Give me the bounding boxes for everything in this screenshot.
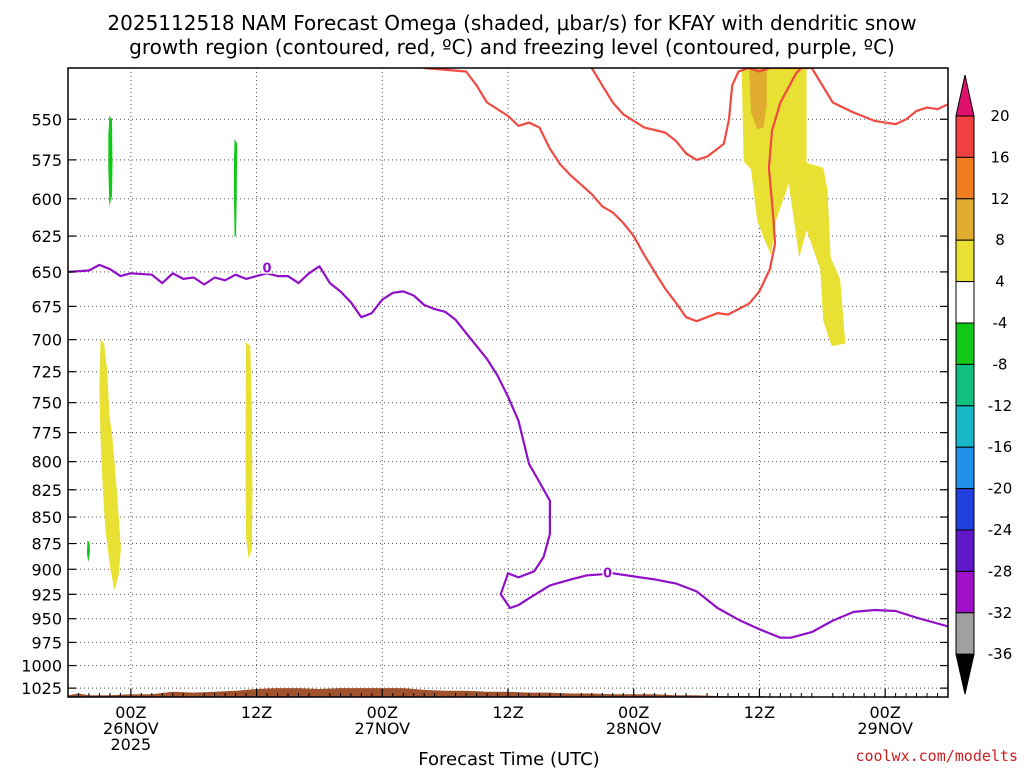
chart-title-line2: growth region (contoured, red, ºC) and f… [129,35,895,59]
contour-label-background [262,260,273,274]
y-tick-label: 950 [31,610,62,629]
plot-area: 00 5505756006256506757007257507758008258… [21,67,949,754]
y-tick-label: 1000 [21,657,62,676]
y-tick-label: 725 [31,363,62,382]
omega-shade-region [99,339,121,591]
colorbar-swatch [955,239,975,283]
contour-line [590,68,948,161]
y-tick-label: 850 [31,508,62,527]
colorbar-label: -28 [988,562,1013,580]
y-tick-label: 1025 [21,679,62,698]
contour-label: 0 [263,262,272,277]
y-tick-label: 775 [31,424,62,443]
y-axis-ticks: 550 575 600 625 650 675 700 725 750 775 800 825 850 8… [21,110,948,698]
y-tick-label: 825 [31,481,62,500]
y-tick-label: 750 [31,394,62,413]
y-tick-label: 975 [31,633,62,652]
colorbar-label: -36 [988,645,1013,663]
y-tick-label: 925 [31,585,62,604]
x-axis-label: Forecast Time (UTC) [418,749,599,768]
colorbar-swatch [955,156,975,200]
colorbar-label: 12 [990,190,1009,208]
colorbar-label: 16 [990,148,1009,166]
omega-shade-region [108,115,113,207]
omega-shading [86,68,846,591]
colorbar-min-arrow [955,653,975,695]
colorbar-swatch [955,281,975,324]
colorbar-swatch [955,612,975,655]
omega-shade-region [234,139,238,238]
y-tick-label: 550 [31,110,62,129]
colorbar-label: 4 [995,273,1005,291]
contour-line [424,68,803,323]
colorbar-label: -20 [988,480,1013,498]
contour-lines: 00 [68,68,948,639]
plot-background [68,68,948,697]
colorbar-label: -16 [988,438,1013,456]
colorbar-max-arrow [955,74,975,117]
y-tick-label: 875 [31,535,62,554]
colorbar-label: 20 [990,107,1009,125]
omega-shade-region [245,342,253,560]
site-credit: coolwx.com/modelts [855,747,1018,765]
x-tick-label: 00Z [115,703,146,722]
colorbar-swatch [955,322,975,365]
y-tick-label: 650 [31,263,62,282]
colorbar-swatch [955,529,975,572]
colorbar-swatch [955,115,975,158]
x-tick-label: 00Z [869,703,900,722]
colorbar-label: -24 [988,521,1013,539]
y-tick-label: 575 [31,151,62,170]
y-tick-label: 600 [31,190,62,209]
colorbar-swatch [955,488,975,531]
colorbar-swatch [955,405,975,448]
colorbar-swatch [955,198,975,241]
x-tick-label: 2025 [110,735,151,754]
x-tick-label: 00Z [618,703,649,722]
y-tick-label: 800 [31,453,62,472]
omega-shade-region [86,540,90,563]
colorbar-label: -8 [993,355,1008,373]
omega-shade-region [749,68,767,130]
colorbar-swatch [955,446,975,490]
y-tick-label: 900 [31,560,62,579]
colorbar-label: -32 [988,604,1013,622]
y-tick-label: 700 [31,331,62,350]
colorbar-swatch [955,570,975,614]
chart-title-line1: 2025112518 NAM Forecast Omega (shaded, μ… [107,11,916,35]
colorbar-label: 8 [995,231,1005,249]
contour-line [68,263,948,639]
colorbar-label: -12 [988,397,1013,415]
y-tick-label: 625 [31,227,62,246]
x-tick-label: 12Z [744,703,775,722]
x-tick-label: 29NOV [857,719,913,738]
x-tick-label: 12Z [492,703,523,722]
omega-shade-region [716,68,846,347]
colorbar-swatch [955,363,975,407]
contour-label: 0 [603,566,612,581]
y-tick-label: 675 [31,297,62,316]
colorbar-label: -4 [993,314,1008,332]
x-tick-label: 12Z [241,703,272,722]
x-tick-label: 28NOV [606,719,662,738]
x-tick-label: 00Z [367,703,398,722]
x-tick-label: 27NOV [354,719,410,738]
colorbar: 20 16 12 8 4 -4 -8 -12 -16 -20 -24 -28 -32 -36 [955,74,1013,695]
x-tick-label: 26NOV [103,719,159,738]
contour-label-background [602,565,613,579]
